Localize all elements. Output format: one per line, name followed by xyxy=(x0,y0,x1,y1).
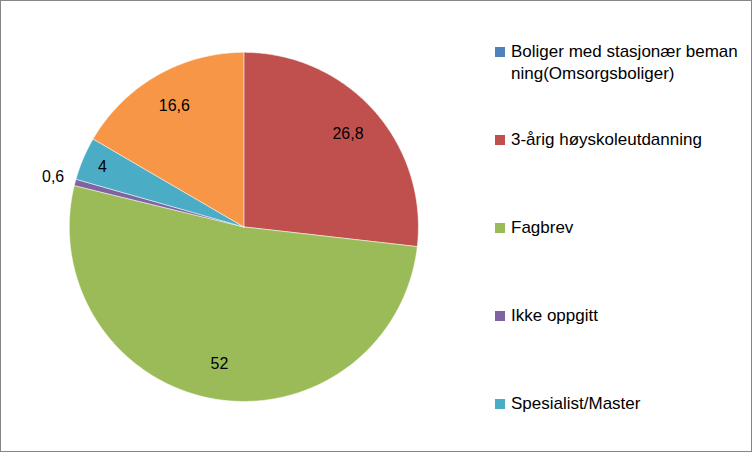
html-text:Fagbrev: Fagbrev xyxy=(511,218,574,237)
html-text:3-årig høyskoleutdanning: 3-årig høyskoleutdanning xyxy=(511,130,702,149)
svg-text:0,6: 0,6 xyxy=(42,168,64,185)
html-text:Ikke oppgitt: Ikke oppgitt xyxy=(511,306,598,325)
html-text:Spesialist/Master: Spesialist/Master xyxy=(511,394,641,413)
svg-text:26,8: 26,8 xyxy=(332,125,363,142)
svg-text:4: 4 xyxy=(98,158,107,175)
svg-text:16,6: 16,6 xyxy=(159,97,190,114)
svg-text:52: 52 xyxy=(211,355,229,372)
html-text:Boliger med stasjonær bemannin: Boliger med stasjonær bemanning(Omsorgsb… xyxy=(511,42,738,83)
